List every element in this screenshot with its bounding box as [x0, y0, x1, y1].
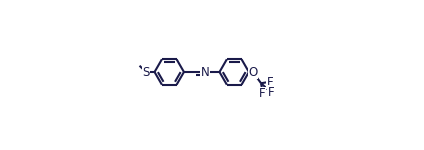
Text: O: O: [248, 66, 257, 78]
Text: F: F: [268, 86, 275, 99]
Text: S: S: [142, 66, 150, 78]
Text: N: N: [201, 66, 210, 78]
Text: F: F: [267, 76, 273, 88]
Text: F: F: [259, 87, 265, 100]
